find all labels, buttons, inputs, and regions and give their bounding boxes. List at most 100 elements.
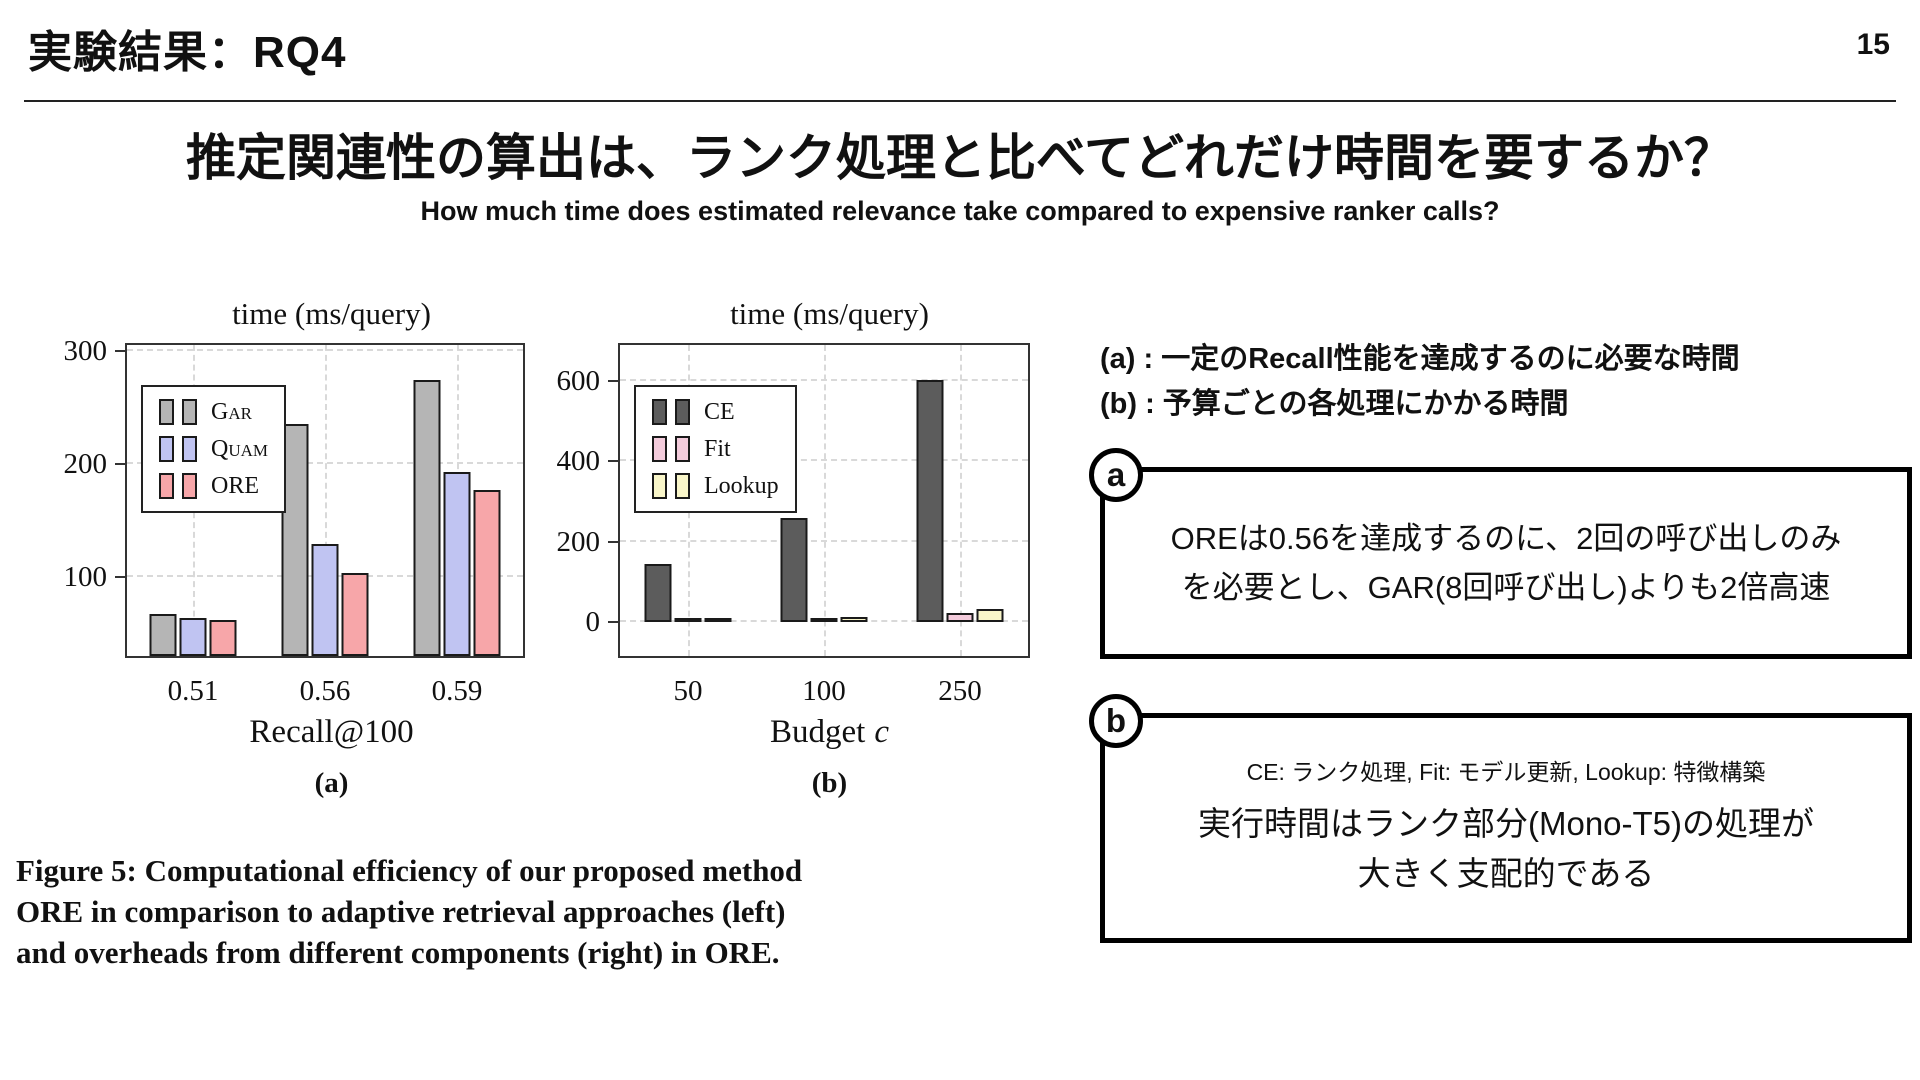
x-tick-label: 0.51 [167, 675, 219, 707]
legend-label: CE [704, 399, 735, 425]
legend-swatch [675, 399, 690, 425]
page-number: 15 [1856, 28, 1890, 61]
x-tick-label: 0.59 [431, 675, 483, 707]
legend-swatch [182, 399, 197, 425]
bar-lookup [976, 609, 1004, 622]
component-legend-note: CE: ランク処理, Fit: モデル更新, Lookup: 特徴構築 [1246, 759, 1766, 785]
bar-lookup [840, 617, 868, 622]
note-line-b: (b) : 予算ごとの各処理にかかる時間 [1100, 388, 1569, 420]
panel-label-a: (a) [314, 767, 349, 799]
legend-label: Lookup [704, 473, 779, 499]
badge-b: b [1089, 694, 1143, 748]
legend-swatch [652, 399, 667, 425]
y-tick-mark [608, 380, 620, 383]
x-gridline [325, 345, 327, 656]
callout-box-b: b CE: ランク処理, Fit: モデル更新, Lookup: 特徴構築 実行… [1089, 694, 1912, 943]
legend-label: Fit [704, 436, 731, 462]
bar-quam [443, 471, 471, 656]
panel-label-b: (b) [811, 767, 848, 799]
x-tick-label: 250 [938, 675, 982, 707]
bar-quam [179, 617, 207, 656]
bar-group [644, 563, 732, 622]
legend-swatch [159, 436, 174, 462]
y-tick-label: 100 [63, 560, 108, 593]
legend-entry: Fit [652, 436, 779, 462]
y-tick-mark [608, 460, 620, 463]
legend-swatch [159, 473, 174, 499]
legend-swatch [182, 436, 197, 462]
x-tick-label: 0.56 [299, 675, 351, 707]
bar-fit [946, 613, 974, 622]
legend-label: Gar [211, 399, 252, 425]
callout-a-text: OREは0.56を達成するのに、2回の呼び出しのみ [1170, 521, 1842, 556]
bar-group [413, 380, 501, 656]
chart-adaptive-retrieval: time (ms/query) 100 200 300 0.51 0.56 0.59 Gar… [63, 293, 538, 800]
annotation-column: (a) : 一定のRecall性能を達成するのに必要な時間 (b) : 予算ごと… [1089, 337, 1912, 943]
chart-title: time (ms/query) [730, 296, 929, 331]
note-line-a: (a) : 一定のRecall性能を達成するのに必要な時間 [1100, 343, 1740, 375]
legend-swatch [182, 473, 197, 499]
bar-lookup [704, 617, 732, 622]
plot-area: 0 200 400 600 50 100 250 CE Fit Lookup [557, 343, 1030, 707]
bar-ce [780, 518, 808, 622]
y-tick-label: 200 [556, 525, 601, 558]
y-tick-mark [608, 620, 620, 623]
badge-a: a [1089, 448, 1143, 502]
bar-ore [209, 619, 237, 656]
legend-label: ORE [211, 473, 259, 499]
y-tick-label: 600 [556, 365, 601, 398]
legend-label: Quam [211, 436, 269, 462]
bar-ce [644, 563, 672, 622]
legend-entry: ORE [159, 473, 268, 499]
figure-caption: Figure 5: Computational efficiency of ou… [16, 850, 1081, 973]
legend-entry: Quam [159, 436, 268, 462]
y-tick-mark [115, 575, 127, 578]
bar-fit [810, 617, 838, 622]
plot-wrap: 100 200 300 0.51 0.56 0.59 Gar Quam ORE [64, 335, 538, 707]
y-tick-label: 300 [63, 334, 108, 367]
legend-swatch [675, 436, 690, 462]
bar-quam [311, 544, 339, 656]
research-question-subtitle: How much time does estimated relevance t… [420, 196, 1500, 226]
callout-box-a: a OREは0.56を達成するのに、2回の呼び出しのみ を必要とし、GAR(8回… [1089, 448, 1912, 659]
legend-entry: Gar [159, 399, 268, 425]
bar-group [780, 518, 868, 622]
legend-entry: CE [652, 399, 779, 425]
bar-group [149, 614, 237, 656]
callout-b-text: 大きく支配的である [1357, 855, 1655, 892]
research-question-heading: 推定関連性の算出は、ランク処理と比べてどれだけ時間を要するか？ [186, 130, 1734, 186]
x-axis-label-text: Recall@100 [249, 714, 414, 750]
legend-swatch [159, 399, 174, 425]
slide-header-title: 実験結果：RQ4 [28, 28, 347, 77]
figure-caption-line: and overheads from different components … [16, 935, 780, 970]
x-gridline [960, 345, 962, 656]
bar-ce [916, 380, 944, 622]
plot-wrap: 0 200 400 600 50 100 250 CE Fit Lookup [557, 343, 1041, 707]
legend-swatch [675, 473, 690, 499]
x-axis-label: Budget c [618, 714, 1041, 751]
bar-gar [413, 380, 441, 656]
bar-ore [341, 573, 369, 656]
plot-area: 100 200 300 0.51 0.56 0.59 Gar Quam ORE [64, 335, 525, 707]
x-gridline [824, 345, 826, 656]
chart-title: time (ms/query) [232, 296, 431, 331]
figure-caption-line: Figure 5: Computational efficiency of ou… [16, 853, 803, 888]
x-tick-label: 100 [802, 675, 846, 707]
bar-group [281, 424, 369, 656]
header-divider [24, 100, 1896, 102]
y-tick-mark [608, 540, 620, 543]
x-tick-label: 50 [673, 675, 703, 707]
x-axis-label: Recall@100 [125, 714, 538, 751]
bar-group [916, 380, 1004, 622]
chart-legend: CE Fit Lookup [634, 385, 797, 513]
legend-swatch [652, 436, 667, 462]
figure-caption-line: ORE in comparison to adaptive retrieval … [16, 894, 786, 929]
legend-swatch [652, 473, 667, 499]
callout-b-text: 実行時間はランク部分(Mono-T5)の処理が [1197, 805, 1815, 842]
y-tick-mark [115, 349, 127, 352]
callout-a-text: を必要とし、GAR(8回呼び出し)よりも2倍高速 [1181, 570, 1831, 605]
bar-ore [473, 489, 501, 656]
y-tick-mark [115, 462, 127, 465]
y-tick-label: 400 [556, 445, 601, 478]
